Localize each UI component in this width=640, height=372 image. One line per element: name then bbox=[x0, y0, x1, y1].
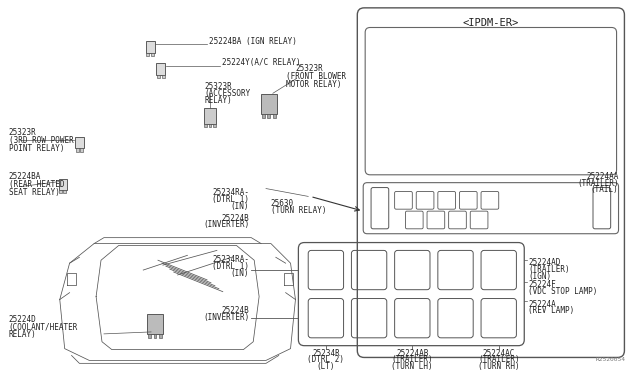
Bar bbox=[76, 148, 79, 152]
Text: 25323R: 25323R bbox=[296, 64, 323, 73]
Bar bbox=[209, 124, 211, 127]
Text: (TRAILER): (TRAILER) bbox=[392, 356, 433, 365]
Text: (TURN LH): (TURN LH) bbox=[392, 362, 433, 371]
Text: (IN): (IN) bbox=[231, 202, 250, 211]
Text: 25224D: 25224D bbox=[9, 315, 36, 324]
Text: 25224AC: 25224AC bbox=[483, 349, 515, 357]
Text: (TAIL): (TAIL) bbox=[591, 185, 618, 195]
Text: (TRAILER): (TRAILER) bbox=[577, 179, 618, 187]
Text: (TRAILER): (TRAILER) bbox=[528, 265, 570, 274]
Text: (COOLANT/HEATER: (COOLANT/HEATER bbox=[9, 323, 78, 331]
Text: SEAT RELAY): SEAT RELAY) bbox=[9, 188, 60, 197]
Text: (INVERTER): (INVERTER) bbox=[203, 220, 250, 230]
Bar bbox=[148, 334, 151, 338]
Text: (INVERTER): (INVERTER) bbox=[203, 313, 250, 322]
Text: RELAY): RELAY) bbox=[204, 96, 232, 105]
Text: 25630: 25630 bbox=[271, 199, 294, 208]
Text: 25224AD: 25224AD bbox=[528, 258, 561, 267]
Bar bbox=[59, 179, 67, 190]
Text: (3RD ROW POWER: (3RD ROW POWER bbox=[9, 136, 74, 145]
Text: (REV LAMP): (REV LAMP) bbox=[528, 307, 575, 315]
Bar bbox=[204, 124, 207, 127]
Bar bbox=[162, 75, 164, 78]
Bar bbox=[268, 115, 271, 118]
Bar bbox=[204, 108, 216, 124]
Text: (DTRL 2): (DTRL 2) bbox=[307, 356, 344, 365]
Bar bbox=[159, 334, 162, 338]
Text: (LT): (LT) bbox=[317, 362, 335, 371]
Text: (REAR HEATED: (REAR HEATED bbox=[9, 180, 64, 189]
Bar bbox=[147, 53, 149, 57]
Text: 25323R: 25323R bbox=[9, 128, 36, 137]
Text: (FRONT BLOWER: (FRONT BLOWER bbox=[285, 72, 346, 81]
Text: 25224AA: 25224AA bbox=[586, 172, 618, 181]
Text: 25224Y(A/C RELAY): 25224Y(A/C RELAY) bbox=[222, 58, 300, 67]
Text: 25234RA-: 25234RA- bbox=[212, 255, 250, 264]
Text: 25224A: 25224A bbox=[528, 299, 556, 308]
Text: (TRAILER): (TRAILER) bbox=[478, 356, 520, 365]
Text: POINT RELAY): POINT RELAY) bbox=[9, 144, 64, 153]
Bar bbox=[147, 314, 163, 334]
Text: (IN): (IN) bbox=[231, 269, 250, 278]
Bar bbox=[262, 115, 265, 118]
Bar bbox=[151, 53, 154, 57]
Text: 25234RA-: 25234RA- bbox=[212, 188, 250, 197]
Text: (TURN RELAY): (TURN RELAY) bbox=[271, 206, 326, 215]
Text: 25323R: 25323R bbox=[204, 82, 232, 91]
Text: 25224BA (IGN RELAY): 25224BA (IGN RELAY) bbox=[209, 37, 297, 46]
Bar bbox=[212, 124, 216, 127]
Bar bbox=[154, 334, 157, 338]
Bar bbox=[60, 190, 62, 193]
Text: 25224B: 25224B bbox=[221, 214, 250, 222]
Bar bbox=[75, 137, 84, 148]
Bar bbox=[157, 75, 160, 78]
Bar bbox=[260, 94, 277, 115]
Bar bbox=[273, 115, 276, 118]
Text: (IGN): (IGN) bbox=[528, 272, 551, 281]
Text: (VDC STOP LAMP): (VDC STOP LAMP) bbox=[528, 287, 598, 296]
Text: 25224F: 25224F bbox=[528, 280, 556, 289]
Text: (DTRL 1): (DTRL 1) bbox=[212, 195, 250, 204]
Text: <IPDM-ER>: <IPDM-ER> bbox=[463, 18, 519, 28]
Text: 25224BA: 25224BA bbox=[9, 172, 41, 181]
Text: RELAY): RELAY) bbox=[9, 330, 36, 339]
Text: (ACCESSORY: (ACCESSORY bbox=[204, 89, 250, 98]
Bar bbox=[146, 41, 154, 53]
Text: (DTRL 1): (DTRL 1) bbox=[212, 262, 250, 271]
Text: 25224AB: 25224AB bbox=[396, 349, 429, 357]
Text: 25224B: 25224B bbox=[221, 306, 250, 315]
Bar bbox=[80, 148, 83, 152]
Text: 25234R: 25234R bbox=[312, 349, 340, 357]
Text: R2520054: R2520054 bbox=[595, 357, 625, 362]
Bar bbox=[157, 63, 165, 75]
Text: MOTOR RELAY): MOTOR RELAY) bbox=[285, 80, 341, 89]
Text: (TURN RH): (TURN RH) bbox=[478, 362, 520, 371]
Bar bbox=[63, 190, 66, 193]
